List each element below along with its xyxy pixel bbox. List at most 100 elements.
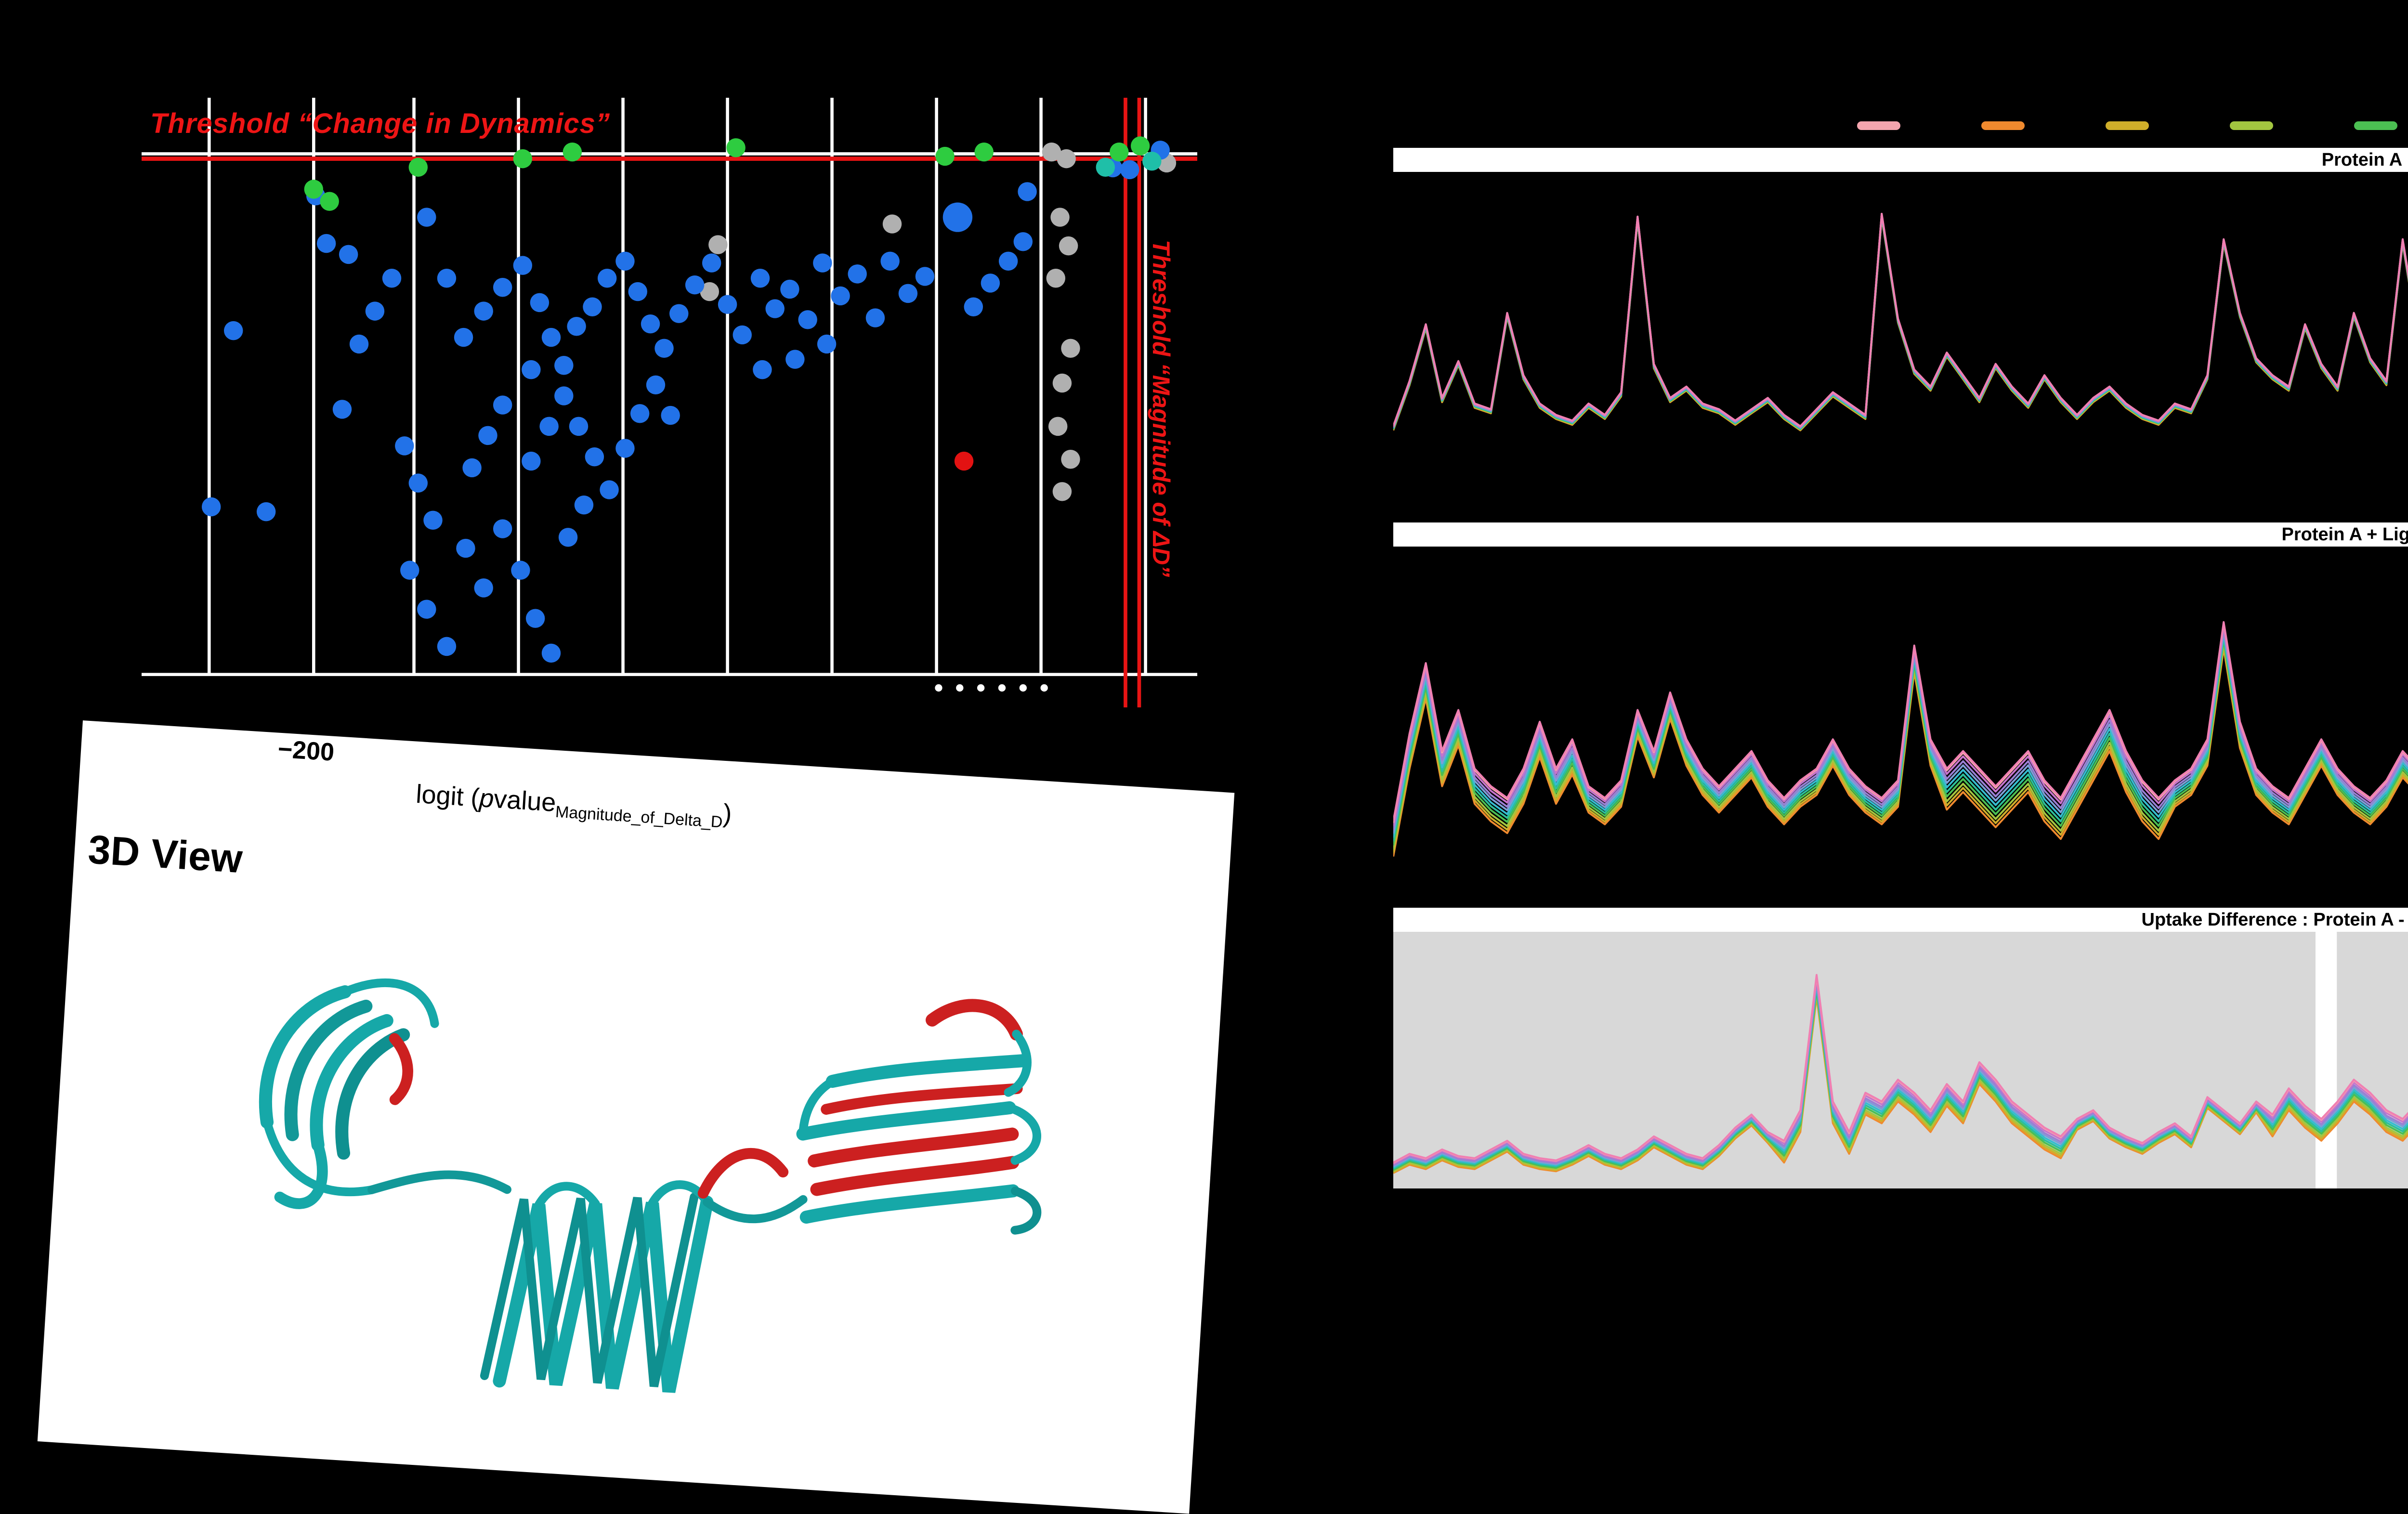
uptake-trace[interactable] [1393,610,2408,830]
scatter-point-nonsignificant-blue[interactable] [1014,232,1033,251]
scatter-point-nonsignificant-blue[interactable] [350,335,368,353]
scatter-point-nonsignificant-blue[interactable] [478,426,497,445]
volcano-plot[interactable]: Threshold “Change in Dynamics” Threshold… [142,98,1197,707]
scatter-point-below-magnitude-gray[interactable] [1047,269,1065,287]
scatter-point-below-magnitude-gray[interactable] [1061,450,1080,469]
scatter-point-change-in-dynamics-green[interactable] [1131,136,1150,155]
scatter-point-nonsignificant-blue[interactable] [522,360,540,379]
scatter-point-nonsignificant-blue[interactable] [798,310,817,329]
uptake-trace[interactable] [1393,216,2408,464]
scatter-point-nonsignificant-blue[interactable] [669,304,688,323]
scatter-point-nonsignificant-blue[interactable] [964,298,983,316]
scatter-point-nonsignificant-blue[interactable] [661,406,680,425]
scatter-point-nonsignificant-blue[interactable] [615,439,634,457]
scatter-point-nonsignificant-blue[interactable] [554,386,573,405]
scatter-point-nonsignificant-blue[interactable] [646,376,665,394]
scatter-point-nonsignificant-blue[interactable] [615,252,634,271]
scatter-point-nonsignificant-blue[interactable] [474,578,493,597]
scatter-point-nonsignificant-blue[interactable] [395,436,414,455]
scatter-point-nonsignificant-blue[interactable] [899,284,917,303]
scatter-point-nonsignificant-blue[interactable] [224,321,243,340]
uptake-trace[interactable] [1393,216,2408,454]
scatter-point-nonsignificant-blue[interactable] [542,644,561,663]
scatter-point-nonsignificant-blue[interactable] [630,404,649,423]
scatter-point-nonsignificant-blue[interactable] [202,497,221,516]
legend-dash-timepoint-5[interactable] [2354,121,2397,130]
scatter-point-change-in-dynamics-green[interactable] [409,158,428,177]
uptake-trace[interactable] [1393,620,2408,837]
scatter-point-change-in-dynamics-green[interactable] [1110,143,1128,161]
scatter-point-nonsignificant-blue[interactable] [454,328,473,347]
scatter-point-below-magnitude-gray[interactable] [1059,236,1078,255]
scatter-point-nonsignificant-blue[interactable] [1120,160,1139,179]
uptake-chart-protein-a[interactable] [1393,172,2408,505]
scatter-point-nonsignificant-blue[interactable] [575,496,593,514]
uptake-difference-chart-canvas[interactable] [1393,932,2408,1188]
scatter-point-nonsignificant-blue[interactable] [753,360,772,379]
scatter-point-nonsignificant-blue[interactable] [530,293,549,312]
structure-panel[interactable]: −200 logit (pvalueMagnitude_of_Delta_D) … [38,720,1234,1514]
scatter-point-nonsignificant-blue[interactable] [437,269,456,287]
scatter-point-nonsignificant-blue[interactable] [539,417,558,436]
scatter-point-change-in-dynamics-green[interactable] [726,138,745,157]
scatter-point-nonsignificant-blue[interactable] [981,274,1000,292]
scatter-point-nonsignificant-blue[interactable] [780,280,799,299]
scatter-point-change-in-dynamics-green[interactable] [320,192,339,211]
uptake-trace[interactable] [1393,218,2408,485]
scatter-point-below-magnitude-gray[interactable] [1050,208,1069,226]
scatter-point-nonsignificant-blue[interactable] [493,395,512,414]
uptake-chart-protein-a-ligand-canvas[interactable] [1393,547,2408,891]
scatter-point-change-in-dynamics-green[interactable] [563,143,582,161]
scatter-point-below-magnitude-gray[interactable] [1053,374,1072,392]
scatter-point-nonsignificant-blue[interactable] [641,314,660,333]
scatter-point-nonsignificant-blue[interactable] [513,256,532,274]
scatter-point-below-magnitude-gray[interactable] [1053,482,1072,501]
scatter-point-nonsignificant-blue[interactable] [417,208,436,226]
uptake-trace[interactable] [1393,214,2408,426]
scatter-point-below-magnitude-gray[interactable] [708,235,727,254]
scatter-point-nonsignificant-blue[interactable] [600,480,618,499]
protein-structure[interactable] [42,831,1228,1447]
scatter-point-nonsignificant-blue[interactable] [366,301,384,320]
scatter-point-nonsignificant-blue[interactable] [493,519,512,538]
scatter-point-nonsignificant-blue[interactable] [417,600,436,618]
scatter-point-nonsignificant-blue[interactable] [628,282,647,301]
scatter-point-nonsignificant-blue[interactable] [257,502,275,521]
scatter-point-nonsignificant-blue[interactable] [751,269,770,287]
scatter-point-nonsignificant-blue[interactable] [522,452,540,470]
scatter-point-nonsignificant-blue[interactable] [733,326,752,344]
legend-dash-timepoint-3[interactable] [2106,121,2149,130]
scatter-point-change-in-dynamics-green[interactable] [513,149,532,168]
legend-dash-timepoint-1[interactable] [1857,121,1900,130]
scatter-point-nonsignificant-blue[interactable] [526,609,545,627]
scatter-point-change-in-dynamics-green[interactable] [304,180,323,198]
scatter-point-nonsignificant-blue[interactable] [423,511,442,530]
scatter-point-nonsignificant-blue[interactable] [462,458,481,477]
scatter-point-nonsignificant-blue[interactable] [813,253,832,272]
scatter-point-change-in-dynamics-green[interactable] [935,147,954,166]
scatter-point-nonsignificant-blue[interactable] [493,278,512,297]
scatter-point-nonsignificant-blue[interactable] [785,350,804,368]
scatter-point-nonsignificant-blue[interactable] [765,299,784,318]
scatter-point-nonsignificant-blue[interactable] [474,301,493,320]
uptake-trace[interactable] [1393,626,2408,842]
volcano-canvas[interactable] [142,98,1197,707]
uptake-trace[interactable] [1393,214,2408,426]
scatter-point-nonsignificant-blue[interactable] [718,295,737,313]
scatter-point-nonsignificant-blue[interactable] [702,253,721,272]
scatter-point-nonsignificant-blue[interactable] [559,528,577,547]
uptake-chart-protein-a-ligand[interactable] [1393,547,2408,891]
scatter-point-nonsignificant-blue[interactable] [583,298,602,316]
uptake-chart-protein-a-canvas[interactable] [1393,172,2408,505]
scatter-point-nonsignificant-blue[interactable] [817,335,836,353]
scatter-point-nonsignificant-blue[interactable] [511,561,530,579]
scatter-point-below-magnitude-gray[interactable] [1057,149,1075,168]
scatter-point-nonsignificant-blue[interactable] [437,637,456,656]
scatter-point-nonsignificant-blue[interactable] [585,447,604,466]
uptake-difference-chart[interactable] [1393,932,2408,1188]
scatter-point-below-magnitude-gray[interactable] [883,214,902,233]
scatter-point-cluster-teal[interactable] [1142,152,1161,170]
scatter-point-nonsignificant-blue[interactable] [598,269,616,287]
scatter-point-nonsignificant-blue[interactable] [333,400,352,418]
uptake-trace[interactable] [1393,217,2408,485]
